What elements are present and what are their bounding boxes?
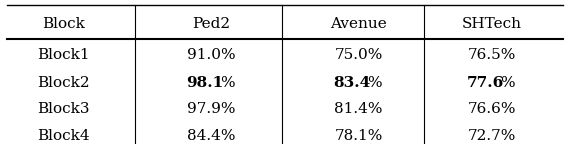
- Text: 91.0%: 91.0%: [187, 48, 235, 62]
- Text: Block3: Block3: [38, 102, 90, 116]
- Text: %: %: [220, 76, 234, 90]
- Text: 77.6: 77.6: [467, 76, 504, 90]
- Text: 84.4%: 84.4%: [187, 129, 235, 143]
- Text: 97.9%: 97.9%: [187, 102, 235, 116]
- Text: 81.4%: 81.4%: [335, 102, 383, 116]
- Text: Block2: Block2: [38, 76, 90, 90]
- Text: Block1: Block1: [38, 48, 90, 62]
- Text: SHTech: SHTech: [462, 17, 522, 31]
- Text: %: %: [500, 76, 515, 90]
- Text: 78.1%: 78.1%: [335, 129, 383, 143]
- Text: Avenue: Avenue: [331, 17, 387, 31]
- Text: Ped2: Ped2: [192, 17, 230, 31]
- Text: 72.7%: 72.7%: [468, 129, 516, 143]
- Text: 75.0%: 75.0%: [335, 48, 383, 62]
- Text: 76.5%: 76.5%: [468, 48, 516, 62]
- Text: Block: Block: [42, 17, 86, 31]
- Text: 98.1: 98.1: [186, 76, 223, 90]
- Text: 83.4: 83.4: [333, 76, 370, 90]
- Text: Block4: Block4: [38, 129, 90, 143]
- Text: %: %: [367, 76, 382, 90]
- Text: 76.6%: 76.6%: [468, 102, 516, 116]
